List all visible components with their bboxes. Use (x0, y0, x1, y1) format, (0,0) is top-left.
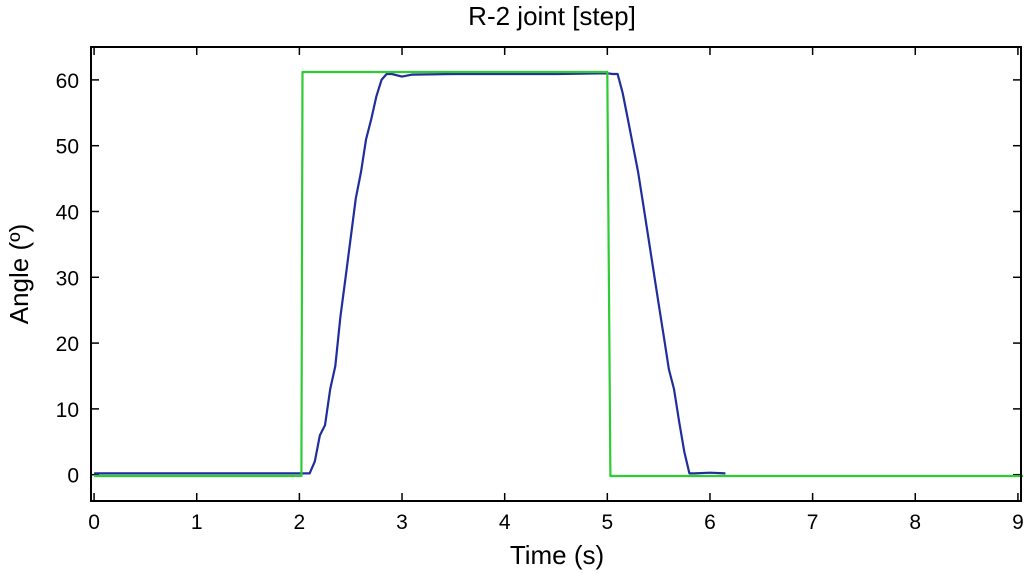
y-axis-label: Angle (º) (4, 224, 34, 325)
x-tick-label: 0 (88, 511, 100, 534)
x-axis-label: Time (s) (510, 540, 604, 570)
x-tick-label: 8 (909, 511, 921, 534)
y-tick-label: 30 (56, 267, 79, 290)
x-tick-label: 6 (704, 511, 716, 534)
series-line-2 (94, 70, 1024, 478)
y-tick-label: 10 (56, 399, 79, 422)
x-tick-label: 9 (1012, 511, 1024, 534)
y-tick-label: 50 (56, 136, 79, 159)
chart-title: R-2 joint [step] (468, 1, 636, 31)
plot-lines (94, 70, 1024, 478)
x-tick-label: 2 (294, 511, 306, 534)
series-line-1 (94, 72, 726, 475)
x-tick-label: 1 (191, 511, 203, 534)
x-tick-label: 3 (396, 511, 408, 534)
y-tick-label: 20 (56, 333, 79, 356)
x-tick-label: 4 (499, 511, 511, 534)
y-tick-label: 0 (67, 465, 79, 488)
plot-frame (90, 46, 1022, 502)
y-tick-label: 60 (56, 70, 79, 93)
x-tick-label: 5 (601, 511, 613, 534)
y-tick-label: 40 (56, 201, 79, 224)
x-tick-label: 7 (807, 511, 819, 534)
axis-ticks: 0 1 2 3 4 5 6 7 8 9 0 10 20 30 40 50 60 (56, 47, 1024, 534)
